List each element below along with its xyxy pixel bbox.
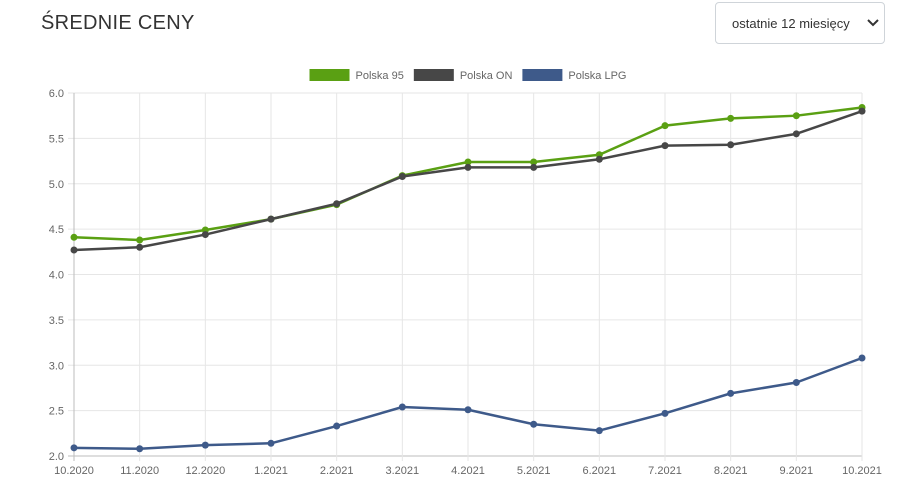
x-tick-label: 4.2021 (451, 465, 485, 477)
data-point[interactable] (792, 112, 800, 120)
chart-legend[interactable]: Polska 95 Polska ON Polska LPG (309, 69, 627, 82)
y-tick-label: 4.5 (49, 224, 64, 236)
data-point[interactable] (464, 406, 472, 414)
data-point[interactable] (792, 378, 800, 386)
x-tick-label: 2.2021 (320, 465, 354, 477)
data-point[interactable] (70, 246, 78, 254)
period-select-value: ostatnie 12 miesięcy (732, 15, 850, 31)
x-tick-label: 3.2021 (386, 465, 420, 477)
x-tick-label: 7.2021 (648, 465, 682, 477)
period-select[interactable]: ostatnie 12 miesięcy (715, 2, 885, 44)
data-point[interactable] (595, 427, 603, 435)
data-point[interactable] (136, 236, 144, 244)
data-point[interactable] (858, 354, 866, 362)
x-tick-label: 12.2020 (185, 465, 225, 477)
legend-label: Polska 95 (356, 70, 404, 82)
data-point[interactable] (398, 403, 406, 411)
data-point[interactable] (661, 142, 669, 150)
data-point[interactable] (727, 114, 735, 122)
data-point[interactable] (201, 231, 209, 239)
x-tick-label: 1.2021 (254, 465, 288, 477)
x-tick-label: 6.2021 (583, 465, 617, 477)
y-tick-label: 5.5 (49, 133, 64, 145)
data-point[interactable] (70, 233, 78, 241)
x-tick-label: 5.2021 (517, 465, 551, 477)
y-tick-label: 5.0 (49, 179, 64, 191)
chart-axes: 2.0 2.5 3.0 3.5 4.0 4.5 5.0 5.5 6.0 10.2020 11.202… (49, 88, 882, 477)
y-tick-label: 3.0 (49, 360, 64, 372)
x-tick-label: 8.2021 (714, 465, 748, 477)
y-tick-label: 3.5 (49, 315, 64, 327)
data-point[interactable] (201, 441, 209, 449)
legend-swatch (413, 69, 454, 81)
data-point[interactable] (136, 243, 144, 251)
x-tick-label: 11.2020 (120, 465, 159, 477)
data-point[interactable] (333, 422, 341, 430)
data-point[interactable] (858, 107, 866, 115)
y-tick-label: 2.0 (49, 451, 64, 463)
x-tick-label: 10.2020 (54, 465, 94, 477)
data-point[interactable] (464, 163, 472, 171)
y-tick-label: 4.0 (49, 270, 64, 282)
data-point[interactable] (661, 122, 669, 130)
legend-label: Polska ON (460, 70, 513, 82)
data-point[interactable] (267, 439, 275, 447)
data-point[interactable] (136, 445, 144, 453)
legend-item[interactable]: Polska ON (413, 69, 513, 82)
legend-swatch (309, 69, 350, 81)
data-point[interactable] (727, 389, 735, 397)
legend-swatch (522, 69, 563, 81)
data-point[interactable] (792, 130, 800, 138)
chart-grid (68, 92, 863, 461)
data-point[interactable] (595, 155, 603, 163)
data-point[interactable] (727, 141, 735, 149)
x-tick-label: 9.2021 (780, 465, 814, 477)
data-point[interactable] (530, 158, 538, 166)
data-point[interactable] (530, 420, 538, 428)
x-tick-label: 10.2021 (842, 465, 882, 477)
y-tick-label: 2.5 (49, 406, 64, 418)
data-point[interactable] (530, 163, 538, 171)
y-tick-label: 6.0 (49, 88, 64, 100)
legend-item[interactable]: Polska LPG (522, 69, 626, 82)
chart-series (70, 104, 866, 453)
data-point[interactable] (464, 158, 472, 166)
data-point[interactable] (70, 444, 78, 452)
legend-label: Polska LPG (568, 70, 626, 82)
page-title: ŚREDNIE CENY (41, 12, 195, 34)
legend-item[interactable]: Polska 95 (309, 69, 404, 82)
data-point[interactable] (661, 409, 669, 417)
data-point[interactable] (333, 200, 341, 208)
chevron-down-icon (862, 19, 884, 27)
data-point[interactable] (398, 172, 406, 180)
data-point[interactable] (267, 215, 275, 223)
